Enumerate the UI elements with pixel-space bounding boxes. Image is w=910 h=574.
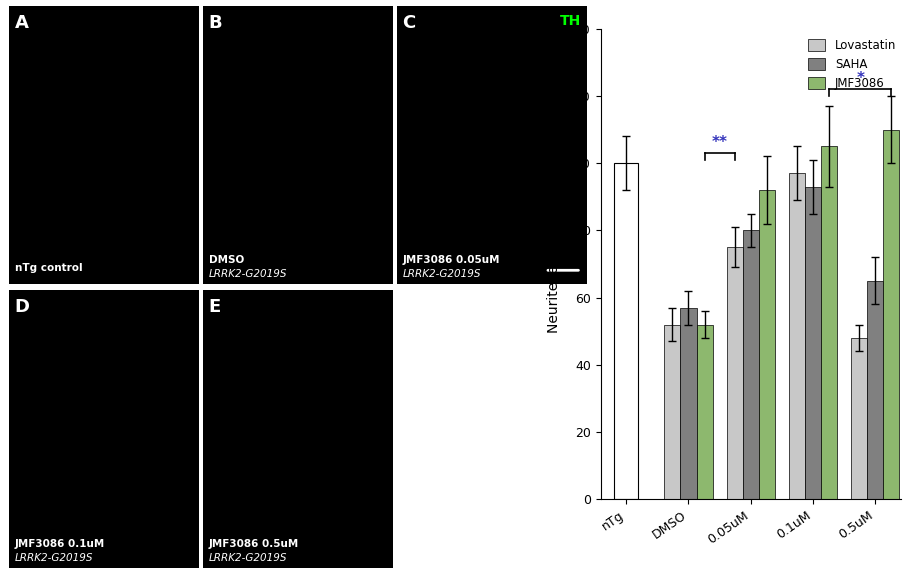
Text: LRRK2-G2019S: LRRK2-G2019S xyxy=(15,553,94,563)
Text: JMF3086 0.05uM: JMF3086 0.05uM xyxy=(402,255,501,265)
Text: LRRK2-G2019S: LRRK2-G2019S xyxy=(208,269,288,278)
Text: *: * xyxy=(856,71,864,86)
Bar xyxy=(884,130,899,499)
Bar xyxy=(759,190,775,499)
Bar xyxy=(789,173,805,499)
Bar xyxy=(867,281,884,499)
Bar xyxy=(696,324,713,499)
Bar xyxy=(614,163,638,499)
Text: F: F xyxy=(547,24,559,42)
Bar xyxy=(821,146,837,499)
Text: **: ** xyxy=(712,135,728,150)
Text: A: A xyxy=(15,14,29,32)
Bar xyxy=(743,230,759,499)
Text: nTg control: nTg control xyxy=(15,263,83,273)
Text: D: D xyxy=(15,298,30,316)
Text: LRRK2-G2019S: LRRK2-G2019S xyxy=(402,269,481,278)
Bar xyxy=(681,308,696,499)
Legend: Lovastatin, SAHA, JMF3086: Lovastatin, SAHA, JMF3086 xyxy=(803,34,901,95)
Y-axis label: Neurite length (um): Neurite length (um) xyxy=(548,195,561,333)
Text: B: B xyxy=(208,14,222,32)
Text: E: E xyxy=(208,298,221,316)
Text: JMF3086 0.1uM: JMF3086 0.1uM xyxy=(15,539,105,549)
Text: DMSO: DMSO xyxy=(208,255,244,265)
Text: LRRK2-G2019S: LRRK2-G2019S xyxy=(208,553,288,563)
Bar xyxy=(664,324,681,499)
Text: C: C xyxy=(402,14,416,32)
Bar xyxy=(726,247,743,499)
Bar xyxy=(805,187,821,499)
Text: TH: TH xyxy=(560,14,581,28)
Bar xyxy=(851,338,867,499)
Text: JMF3086 0.5uM: JMF3086 0.5uM xyxy=(208,539,299,549)
